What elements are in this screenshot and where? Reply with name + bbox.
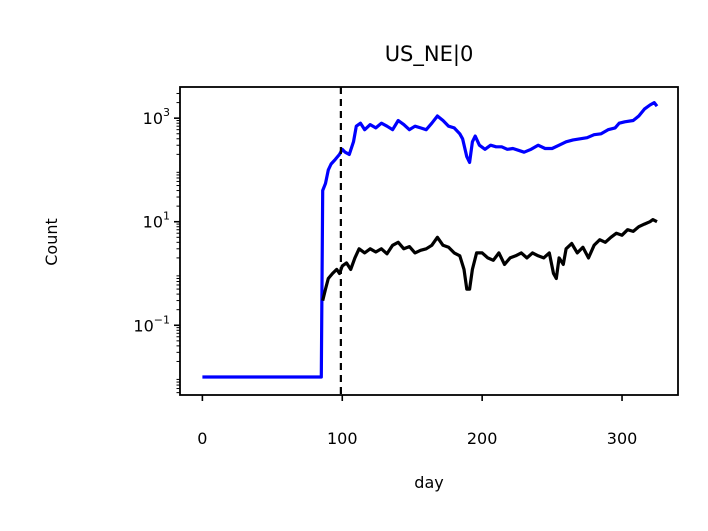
x-tick-label-1: 100 bbox=[327, 429, 358, 448]
y-tick-label-0: 10−1 bbox=[133, 313, 170, 335]
plot-frame bbox=[179, 86, 679, 396]
series-line-0 bbox=[202, 101, 659, 379]
y-tick-label-1: 101 bbox=[143, 210, 170, 232]
x-axis-label: day bbox=[414, 473, 443, 492]
y-tick-label-2: 103 bbox=[143, 106, 170, 128]
x-tick-label-0: 0 bbox=[197, 429, 207, 448]
y-axis-label: Count bbox=[42, 218, 61, 266]
chart-title: US_NE|0 bbox=[385, 42, 474, 67]
x-tick-label-2: 200 bbox=[467, 429, 498, 448]
plot-area bbox=[202, 87, 659, 395]
x-tick-label-3: 300 bbox=[607, 429, 638, 448]
series-line-1 bbox=[321, 218, 658, 301]
axes: 0 100 200 300 10−1 101 103 bbox=[133, 86, 679, 448]
